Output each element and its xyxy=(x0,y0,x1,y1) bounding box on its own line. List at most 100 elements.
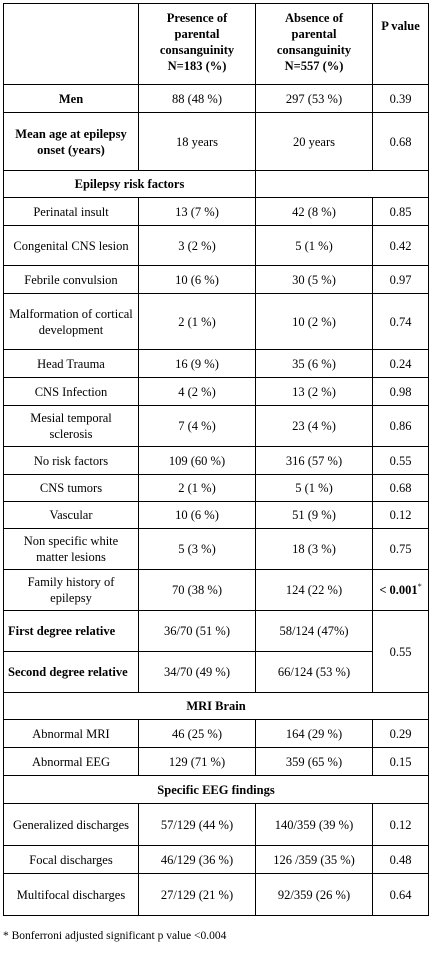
cell-absence: 126 /359 (35 %) xyxy=(255,845,373,874)
row-label: Family history of epilepsy xyxy=(3,569,139,611)
cell-absence: 58/124 (47%) xyxy=(255,610,373,652)
table-row: Non specific white matter lesions 5 (3 %… xyxy=(3,528,429,570)
header-p-value: P value xyxy=(372,3,429,85)
section-title-eeg: Specific EEG findings xyxy=(3,775,429,804)
cell-p: 0.29 xyxy=(372,719,429,748)
cell-p: 0.12 xyxy=(372,501,429,529)
row-label: Multifocal discharges xyxy=(3,873,139,916)
cell-p: 0.42 xyxy=(372,225,429,266)
row-label: Men xyxy=(3,84,139,113)
section-title-risk: Epilepsy risk factors xyxy=(3,170,256,198)
header-absence: Absence of parental consanguinity N=557 … xyxy=(255,3,373,85)
header-absence-line1: Absence of xyxy=(285,11,343,25)
cell-absence: 359 (65 %) xyxy=(255,747,373,776)
table-header-row: Presence of parental consanguinity N=183… xyxy=(3,3,429,85)
section-header-row: MRI Brain xyxy=(3,692,429,720)
cell-presence: 2 (1 %) xyxy=(138,293,256,350)
table-row: CNS tumors 2 (1 %) 5 (1 %) 0.68 xyxy=(3,474,429,502)
row-label: Febrile convulsion xyxy=(3,265,139,294)
cell-absence: 5 (1 %) xyxy=(255,474,373,502)
section-blank xyxy=(255,170,429,198)
cell-absence: 66/124 (53 %) xyxy=(255,651,373,693)
cell-p: 0.12 xyxy=(372,803,429,846)
table-row: Febrile convulsion 10 (6 %) 30 (5 %) 0.9… xyxy=(3,265,429,294)
row-label: Vascular xyxy=(3,501,139,529)
cell-p: 0.74 xyxy=(372,293,429,350)
row-label: First degree relative xyxy=(3,610,139,652)
header-absence-line2: parental xyxy=(291,27,337,41)
row-label: Mean age at epilepsy onset (years) xyxy=(3,112,139,171)
cell-presence: 5 (3 %) xyxy=(138,528,256,570)
cell-presence: 57/129 (44 %) xyxy=(138,803,256,846)
table-row: No risk factors 109 (60 %) 316 (57 %) 0.… xyxy=(3,446,429,475)
cell-p-merged: 0.55 xyxy=(372,610,429,693)
cell-p: 0.85 xyxy=(372,197,429,226)
cell-p: 0.86 xyxy=(372,405,429,447)
cell-absence: 42 (8 %) xyxy=(255,197,373,226)
header-presence-line1: Presence of xyxy=(166,11,228,25)
cell-presence: 46 (25 %) xyxy=(138,719,256,748)
cell-p: 0.68 xyxy=(372,112,429,171)
table-row: Generalized discharges 57/129 (44 %) 140… xyxy=(3,803,429,846)
header-empty-cell xyxy=(3,3,139,85)
header-presence-line3: consanguinity xyxy=(159,43,235,57)
cell-p: 0.68 xyxy=(372,474,429,502)
table-row: Multifocal discharges 27/129 (21 %) 92/3… xyxy=(3,873,429,916)
row-label: Malformation of cortical development xyxy=(3,293,139,350)
cell-absence: 92/359 (26 %) xyxy=(255,873,373,916)
table-row: Second degree relative 34/70 (49 %) 66/1… xyxy=(3,651,429,693)
cell-p-significant: < 0.001* xyxy=(372,569,429,611)
table-row: First degree relative 36/70 (51 %) 58/12… xyxy=(3,610,429,693)
header-presence: Presence of parental consanguinity N=183… xyxy=(138,3,256,85)
cell-absence: 13 (2 %) xyxy=(255,377,373,406)
table-row: CNS Infection 4 (2 %) 13 (2 %) 0.98 xyxy=(3,377,429,406)
cell-absence: 51 (9 %) xyxy=(255,501,373,529)
row-label: Congenital CNS lesion xyxy=(3,225,139,266)
row-label: CNS tumors xyxy=(3,474,139,502)
cell-absence: 10 (2 %) xyxy=(255,293,373,350)
row-label: Non specific white matter lesions xyxy=(3,528,139,570)
cell-p: 0.75 xyxy=(372,528,429,570)
section-title-mri: MRI Brain xyxy=(3,692,429,720)
cell-p: 0.24 xyxy=(372,349,429,378)
consanguinity-table: Presence of parental consanguinity N=183… xyxy=(3,3,429,916)
cell-absence: 35 (6 %) xyxy=(255,349,373,378)
cell-presence: 4 (2 %) xyxy=(138,377,256,406)
cell-presence: 109 (60 %) xyxy=(138,446,256,475)
table-row: Focal discharges 46/129 (36 %) 126 /359 … xyxy=(3,845,429,874)
row-label: Abnormal EEG xyxy=(3,747,139,776)
cell-absence: 18 (3 %) xyxy=(255,528,373,570)
cell-absence: 124 (22 %) xyxy=(255,569,373,611)
row-label: Abnormal MRI xyxy=(3,719,139,748)
table-row: Family history of epilepsy 70 (38 %) 124… xyxy=(3,569,429,611)
cell-presence: 70 (38 %) xyxy=(138,569,256,611)
cell-presence: 16 (9 %) xyxy=(138,349,256,378)
cell-presence: 13 (7 %) xyxy=(138,197,256,226)
section-header-row: Epilepsy risk factors xyxy=(3,170,429,198)
cell-presence: 88 (48 %) xyxy=(138,84,256,113)
table-row: Head Trauma 16 (9 %) 35 (6 %) 0.24 xyxy=(3,349,429,378)
row-label: Second degree relative xyxy=(3,651,139,693)
cell-presence: 34/70 (49 %) xyxy=(138,651,256,693)
cell-presence: 27/129 (21 %) xyxy=(138,873,256,916)
cell-p: 0.98 xyxy=(372,377,429,406)
header-absence-line3: consanguinity xyxy=(276,43,352,57)
header-presence-n: N=183 (%) xyxy=(167,59,227,73)
table-row: Men 88 (48 %) 297 (53 %) 0.39 xyxy=(3,84,429,113)
row-label: Generalized discharges xyxy=(3,803,139,846)
cell-absence: 5 (1 %) xyxy=(255,225,373,266)
row-label: Mesial temporal sclerosis xyxy=(3,405,139,447)
cell-absence: 30 (5 %) xyxy=(255,265,373,294)
cell-p: 0.64 xyxy=(372,873,429,916)
cell-presence: 46/129 (36 %) xyxy=(138,845,256,874)
cell-p: 0.48 xyxy=(372,845,429,874)
cell-absence: 316 (57 %) xyxy=(255,446,373,475)
cell-presence: 2 (1 %) xyxy=(138,474,256,502)
table-row: Perinatal insult 13 (7 %) 42 (8 %) 0.85 xyxy=(3,197,429,226)
table-row: Mean age at epilepsy onset (years) 18 ye… xyxy=(3,112,429,171)
table-container: Presence of parental consanguinity N=183… xyxy=(3,3,429,916)
row-label: Head Trauma xyxy=(3,349,139,378)
cell-absence: 297 (53 %) xyxy=(255,84,373,113)
cell-absence: 23 (4 %) xyxy=(255,405,373,447)
cell-p: 0.97 xyxy=(372,265,429,294)
